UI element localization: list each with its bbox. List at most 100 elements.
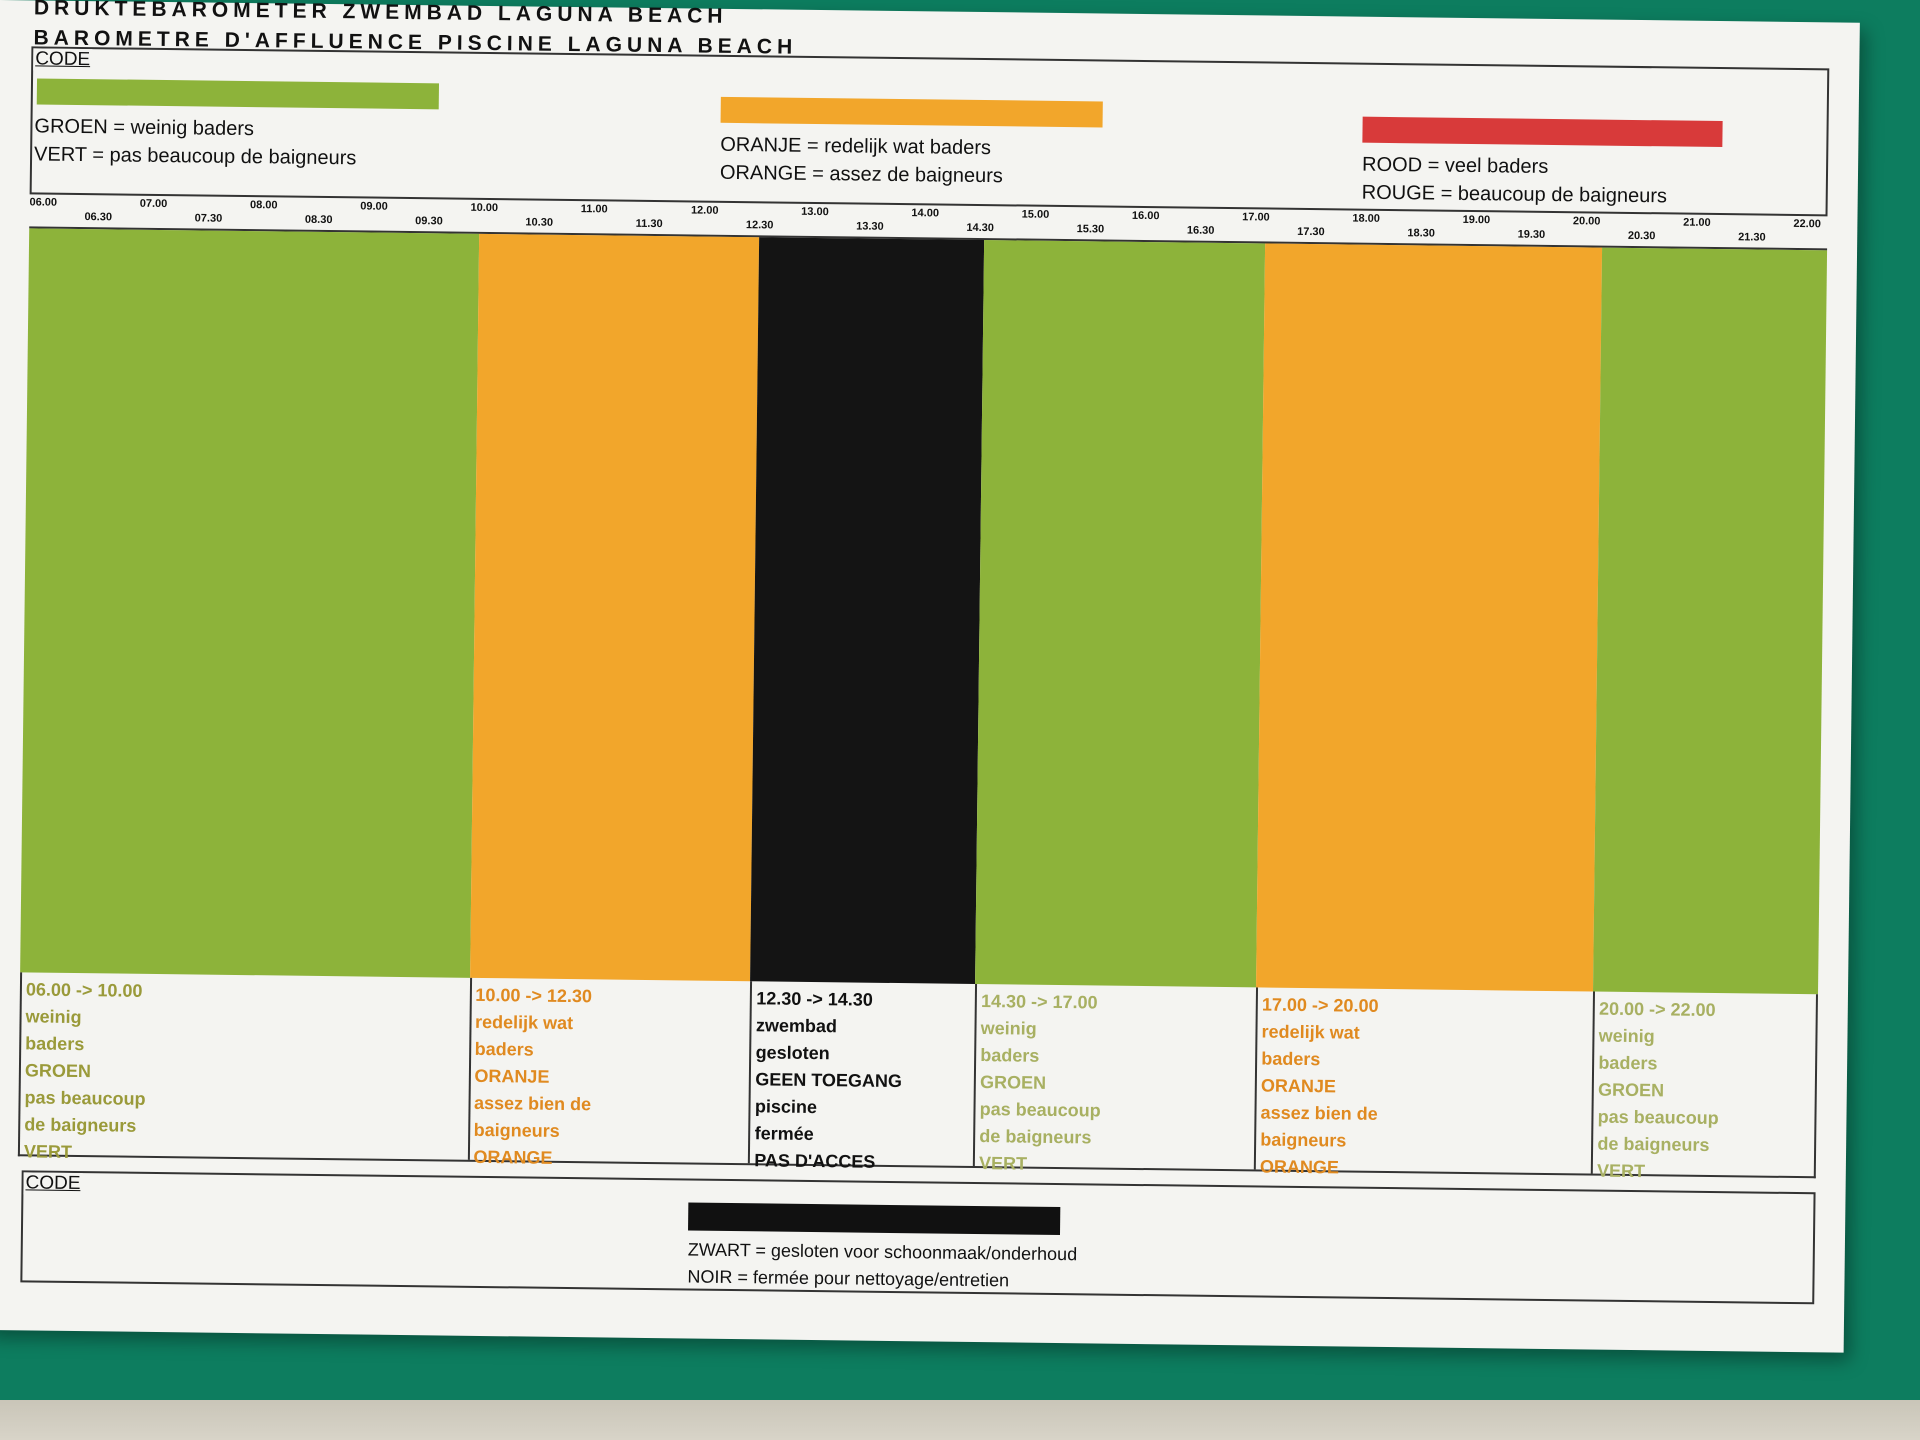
period-time-range: 17.00 -> 20.00 (1261, 994, 1379, 1016)
period-description-line: gesloten (755, 1042, 830, 1064)
orange-legend-line2: ORANGE = assez de baigneurs (719, 161, 1003, 188)
period-description-line: assez bien de (1260, 1102, 1378, 1124)
period-time-range: 20.00 -> 22.00 (1598, 998, 1716, 1021)
period-description-line: ORANJE (1260, 1075, 1337, 1097)
black-swatch (688, 1202, 1061, 1236)
green-legend-text: GROEN = weinig baders VERT = pas beaucou… (34, 112, 357, 172)
time-tick: 21.00 (1683, 216, 1711, 229)
time-tick: 11.00 (580, 203, 608, 216)
red-legend-line2: ROUGE = beaucoup de baigneurs (1361, 181, 1668, 208)
time-tick: 20.30 (1627, 229, 1656, 243)
period-description-line: baders (980, 1045, 1040, 1066)
period-description-line: GEEN TOEGANG (755, 1069, 903, 1092)
time-tick: 06.00 (29, 196, 58, 209)
period-bar (750, 237, 985, 984)
time-tick: 13.00 (801, 205, 829, 219)
time-tick: 09.30 (415, 215, 443, 228)
period-description-line: baders (1598, 1052, 1658, 1074)
period-bar (20, 228, 479, 978)
period-description-line: redelijk wat (474, 1011, 574, 1034)
time-tick: 16.30 (1186, 224, 1215, 237)
period-description: 10.00 -> 12.30 redelijk wat baders ORANJE as… (469, 977, 753, 1168)
period-description-line: weinig (980, 1018, 1037, 1039)
period-bar (1256, 243, 1603, 992)
period-description-line: ORANJE (474, 1065, 550, 1087)
period-description-line: de baigneurs (24, 1114, 137, 1136)
time-tick: 08.30 (304, 213, 333, 227)
time-tick: 10.30 (525, 216, 554, 229)
time-tick: 15.00 (1021, 208, 1050, 221)
period-description-line: ORANGE (473, 1146, 553, 1168)
occupancy-bars (20, 228, 1828, 995)
legend-code-label: CODE (33, 48, 93, 72)
period-bar (975, 240, 1266, 988)
period-descriptions: 06.00 -> 10.00 weinig baders GROEN pas beauc… (17, 972, 1820, 1182)
time-tick: 11.30 (635, 217, 663, 231)
time-tick: 09.00 (360, 200, 388, 213)
period-description-line: GROEN (979, 1072, 1047, 1093)
period-description-line: PAS D'ACCES (754, 1150, 876, 1172)
floor (0, 1400, 1920, 1440)
time-tick: 10.00 (470, 201, 499, 215)
time-tick: 15.30 (1076, 223, 1105, 236)
orange-legend-text: ORANJE = redelijk wat baders ORANGE = as… (720, 131, 1004, 190)
period-description: 14.30 -> 17.00 weinig baders GROEN pas beauc… (975, 984, 1259, 1174)
period-time-range: 06.00 -> 10.00 (25, 979, 143, 1001)
black-legend-line2: NOIR = fermée pour nettoyage/entretien (687, 1266, 1010, 1291)
red-swatch (1362, 116, 1723, 148)
period-description-line: baders (474, 1038, 534, 1060)
period-description-line: zwembad (755, 1015, 838, 1037)
time-tick: 17.30 (1297, 225, 1325, 239)
time-tick: 17.00 (1242, 211, 1270, 224)
time-tick: 07.00 (139, 197, 168, 211)
red-legend-text: ROOD = veel baders ROUGE = beaucoup de b… (1362, 151, 1668, 211)
bottom-legend-box: CODE ZWART = gesloten voor schoonmaak/on… (20, 1170, 1816, 1305)
time-tick: 19.30 (1517, 228, 1546, 241)
period-description-line: piscine (754, 1096, 818, 1118)
period-description-line: ORANGE (1259, 1156, 1340, 1178)
period-description-line: pas beaucoup (979, 1099, 1101, 1121)
time-tick: 13.30 (856, 220, 884, 233)
period-description-line: assez bien de (473, 1092, 592, 1115)
time-tick: 08.00 (249, 199, 278, 212)
green-legend-line2: VERT = pas beaucoup de baigneurs (33, 143, 357, 170)
period-description-line: de baigneurs (1597, 1133, 1710, 1155)
time-tick: 16.00 (1131, 209, 1160, 223)
period-description-line: weinig (1598, 1025, 1655, 1047)
time-tick: 12.00 (690, 204, 719, 217)
period-description: 20.00 -> 22.00 weinig baders GROEN pas beauc… (1593, 992, 1820, 1182)
period-description: 12.30 -> 14.30 zwembad gesloten GEEN TOEGAN… (750, 981, 978, 1172)
time-tick: 07.30 (194, 212, 223, 225)
green-swatch (36, 78, 440, 110)
period-description-line: VERT (23, 1141, 73, 1162)
black-legend-text: ZWART = gesloten voor schoonmaak/onderho… (687, 1236, 1077, 1295)
period-bar (1593, 247, 1828, 995)
period-description-line: VERT (978, 1153, 1028, 1174)
period-time-range: 10.00 -> 12.30 (475, 984, 593, 1007)
title-dutch: DRUKTEBAROMETER ZWEMBAD LAGUNA BEACH (33, 0, 728, 28)
period-description-line: baigneurs (1260, 1129, 1347, 1151)
period-description-line: pas beaucoup (1597, 1106, 1719, 1129)
period-bar (469, 233, 760, 982)
time-tick: 22.00 (1793, 217, 1822, 231)
green-legend-line1: GROEN = weinig baders (34, 115, 255, 141)
legend-box: CODE GROEN = weinig baders VERT = pas be… (29, 46, 1830, 217)
time-tick: 19.00 (1462, 213, 1491, 227)
period-description-line: redelijk wat (1261, 1021, 1360, 1043)
time-tick: 14.30 (966, 221, 995, 235)
period-description-line: baigneurs (473, 1119, 560, 1141)
time-tick: 21.30 (1738, 231, 1766, 244)
barometer-sheet: DRUKTEBAROMETER ZWEMBAD LAGUNA BEACH BAR… (0, 0, 1860, 1353)
period-description: 06.00 -> 10.00 weinig baders GROEN pas beauc… (19, 972, 472, 1162)
period-description-line: baders (1261, 1048, 1321, 1070)
period-description-line: VERT (1596, 1160, 1646, 1182)
time-tick: 14.00 (911, 207, 940, 220)
time-tick: 18.00 (1352, 212, 1381, 225)
period-time-range: 12.30 -> 14.30 (756, 988, 874, 1010)
period-time-range: 14.30 -> 17.00 (980, 991, 1098, 1013)
red-legend-line1: ROOD = veel baders (1361, 153, 1549, 178)
time-tick: 20.00 (1572, 215, 1601, 228)
time-tick: 18.30 (1407, 227, 1435, 240)
bottom-code-label: CODE (23, 1172, 83, 1196)
orange-legend-line1: ORANJE = redelijk wat baders (720, 133, 992, 160)
